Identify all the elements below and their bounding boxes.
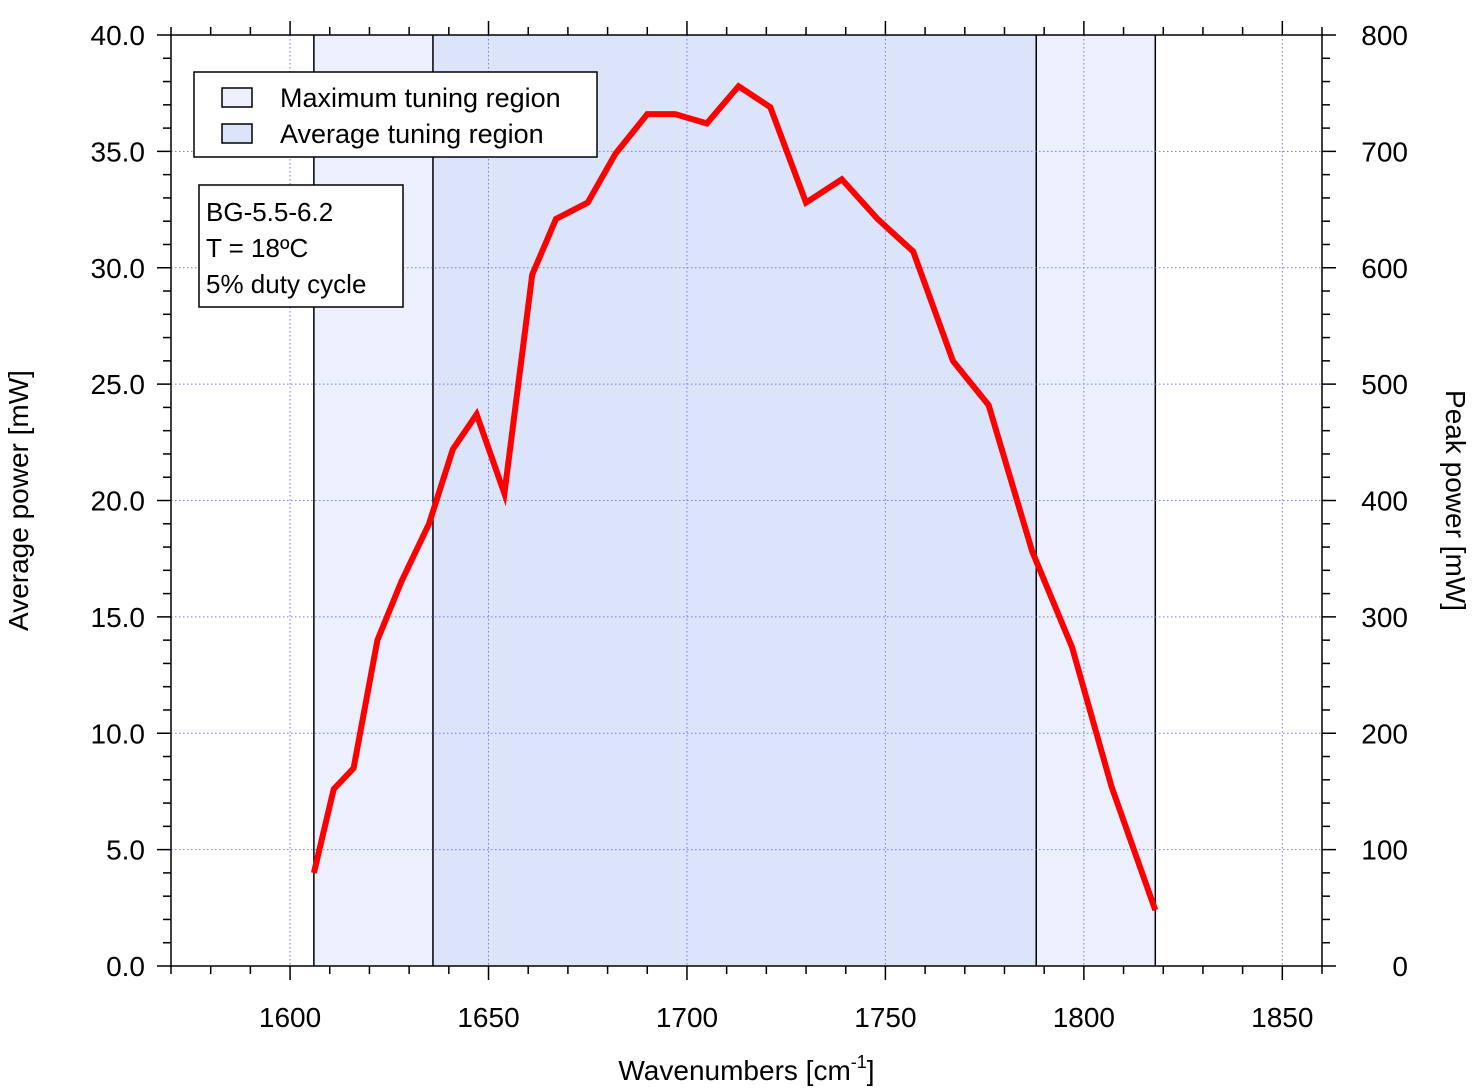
y-tick-label: 35.0 bbox=[91, 136, 146, 167]
x-tick-label: 1700 bbox=[656, 1002, 718, 1033]
y2-tick-label: 0 bbox=[1392, 951, 1408, 982]
annotation-laser-id: BG-5.5-6.2 bbox=[206, 197, 333, 227]
x-tick-label: 1750 bbox=[854, 1002, 916, 1033]
x-tick-label: 1800 bbox=[1053, 1002, 1115, 1033]
legend-swatch-average bbox=[221, 123, 253, 144]
y-tick-label: 10.0 bbox=[91, 718, 146, 749]
legend: Maximum tuning region Average tuning reg… bbox=[193, 71, 598, 158]
data-series bbox=[310, 82, 1159, 912]
axis-ticks bbox=[157, 21, 1336, 980]
legend-swatch-maximum bbox=[221, 87, 253, 108]
y-tick-label: 20.0 bbox=[91, 486, 146, 517]
y-tick-label: 40.0 bbox=[91, 20, 146, 51]
annotation-temperature: T = 18ºC bbox=[206, 233, 308, 263]
x-tick-label: 1650 bbox=[457, 1002, 519, 1033]
y2-tick-label: 100 bbox=[1361, 835, 1408, 866]
legend-box bbox=[193, 71, 598, 158]
y2-tick-label: 200 bbox=[1361, 718, 1408, 749]
x-tick-label: 1600 bbox=[259, 1002, 321, 1033]
x-tick-label: 1850 bbox=[1251, 1002, 1313, 1033]
axis-tick-labels: 1600 1650 1700 1750 1800 1850 0.0 5.0 10.0 15.0 20… bbox=[91, 20, 1409, 1033]
annotation-frame bbox=[198, 184, 404, 308]
y-tick-label: 25.0 bbox=[91, 369, 146, 400]
y2-axis-title: Peak power [mW] bbox=[1440, 390, 1471, 611]
y2-tick-label: 500 bbox=[1361, 369, 1408, 400]
y2-tick-label: 300 bbox=[1361, 602, 1408, 633]
y-tick-label: 30.0 bbox=[91, 253, 146, 284]
y-tick-label: 5.0 bbox=[106, 835, 145, 866]
legend-label-maximum: Maximum tuning region bbox=[280, 83, 561, 113]
annotation-box: BG-5.5-6.2 T = 18ºC 5% duty cycle bbox=[198, 184, 404, 308]
series-line-0 bbox=[310, 82, 1159, 912]
x-axis-title: Wavenumbers [cm-1] bbox=[618, 1052, 874, 1086]
annotation-duty-cycle: 5% duty cycle bbox=[206, 269, 366, 299]
y-tick-label: 15.0 bbox=[91, 602, 146, 633]
y2-tick-label: 600 bbox=[1361, 253, 1408, 284]
y2-tick-label: 700 bbox=[1361, 136, 1408, 167]
y-axis-title: Average power [mW] bbox=[3, 370, 34, 631]
grid-lines bbox=[171, 34, 1322, 967]
legend-label-average: Average tuning region bbox=[280, 119, 544, 149]
y-tick-label: 0.0 bbox=[106, 951, 145, 982]
y2-tick-label: 800 bbox=[1361, 20, 1408, 51]
y2-tick-label: 400 bbox=[1361, 486, 1408, 517]
